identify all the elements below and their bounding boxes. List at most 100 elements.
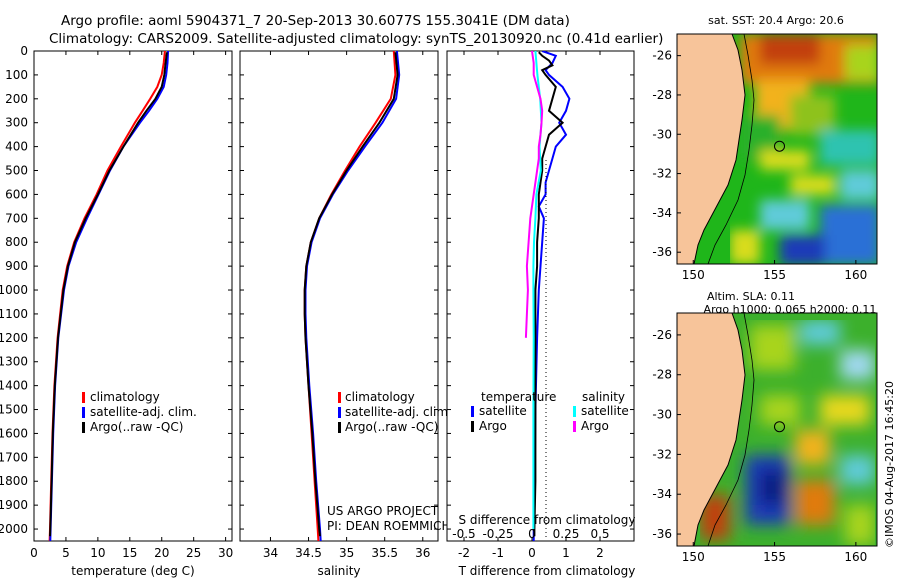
salinity-x-label: salinity <box>317 564 360 578</box>
figure-title-line1: Argo profile: aoml 5904371_7 20-Sep-2013… <box>61 13 570 29</box>
x-tick-label: -1 <box>492 546 504 560</box>
legend-label-t-argo: Argo <box>479 419 507 433</box>
x-tick-label: 35.5 <box>371 546 398 560</box>
y-tick-label: 0 <box>20 44 28 58</box>
legend-swatch-argo <box>338 422 341 433</box>
argo-float-marker <box>774 421 785 433</box>
x-tick-label: 20 <box>154 546 169 560</box>
series-line-t-satellite <box>532 51 571 541</box>
sla-map-ticks: 150 155 160 -26 -28 -30 -32 -34 -36 <box>652 328 867 564</box>
legend-swatch-t-satellite <box>471 406 474 417</box>
s-difference-tick-label: 0.25 <box>553 527 580 541</box>
map-y-tick-label: -28 <box>652 88 672 102</box>
y-tick-label: 1200 <box>0 331 28 345</box>
land-mass <box>677 34 745 264</box>
x-tick-label: 2 <box>596 546 604 560</box>
sst-map-panel: sat. SST: 20.4 Argo: 20.6 <box>652 14 878 282</box>
legend-label-argo: Argo(..raw -QC) <box>90 420 183 434</box>
map-x-tick-label: 160 <box>844 268 867 282</box>
y-tick-label: 1700 <box>0 450 28 464</box>
x-tick-label: 25 <box>186 546 201 560</box>
legend-swatch-s-satellite <box>573 406 576 417</box>
y-tick-label: 500 <box>5 164 28 178</box>
x-tick-label: 15 <box>122 546 137 560</box>
sst-map-image <box>677 34 877 264</box>
x-tick-label: 30 <box>218 546 233 560</box>
legend-swatch-satellite <box>82 407 85 418</box>
sla-map-frame <box>676 312 878 547</box>
map-x-tick-label: 150 <box>682 550 705 564</box>
sst-map-ticks: 150 155 160 -26 -28 -30 -32 -34 -36 <box>652 49 867 282</box>
map-x-tick-label: 155 <box>763 550 786 564</box>
legend-label-climatology: climatology <box>345 390 415 404</box>
s-difference-tick-labels: -0.5 -0.25 0 0.25 0.5 <box>452 527 609 541</box>
y-tick-label: 1400 <box>0 379 28 393</box>
figure-title-line2: Climatology: CARS2009. Satellite-adjuste… <box>49 31 663 47</box>
temperature-y-ticks: 0 100 200 300 400 500 600 700 800 900 1000 1100 1200… <box>0 44 232 536</box>
map-y-tick-label: -28 <box>652 368 672 382</box>
sst-map-frame <box>676 33 878 265</box>
imos-watermark: ©IMOS 04-Aug-2017 16:45:20 <box>883 381 896 548</box>
y-tick-label: 1100 <box>0 307 28 321</box>
argo-float-marker <box>774 140 785 152</box>
y-tick-label: 400 <box>5 140 28 154</box>
y-tick-label: 300 <box>5 116 28 130</box>
difference-legend: temperature salinity satellite Argo sate… <box>471 390 629 433</box>
x-tick-label: 36 <box>415 546 430 560</box>
salinity-legend: climatology satellite-adj. clim. Argo(..… <box>338 390 452 434</box>
project-annotation-line1: US ARGO PROJECT <box>327 504 439 518</box>
s-difference-tick-label: -0.25 <box>482 527 513 541</box>
legend-label-s-argo: Argo <box>581 419 609 433</box>
x-tick-label: 5 <box>62 546 70 560</box>
salinity-y-ticks <box>240 50 438 530</box>
land-mass <box>677 313 745 546</box>
legend-label-climatology: climatology <box>90 390 160 404</box>
coastline <box>693 313 746 546</box>
shelf-contour <box>707 34 755 264</box>
x-tick-label: 0 <box>30 546 38 560</box>
y-tick-label: 1000 <box>0 283 28 297</box>
series-line-t-argo <box>533 51 565 537</box>
legend-title-temperature: temperature <box>481 390 556 404</box>
temperature-series <box>48 51 170 541</box>
temperature-panel: 0100200300400500600700800900100011001200… <box>0 44 233 578</box>
y-tick-label: 900 <box>5 259 28 273</box>
y-tick-label: 800 <box>5 235 28 249</box>
y-tick-label: 1800 <box>0 474 28 488</box>
salinity-series <box>303 51 401 541</box>
salinity-panel: 34 34.5 35 35.5 36 climatology satellite-adj… <box>239 50 452 578</box>
y-tick-label: 1300 <box>0 355 28 369</box>
shelf-contour <box>707 313 755 546</box>
series-line-argo-raw-qc <box>303 52 399 537</box>
y-tick-label: 200 <box>5 92 28 106</box>
y-tick-label: 700 <box>5 211 28 225</box>
legend-swatch-climatology <box>338 392 341 403</box>
legend-label-argo: Argo(..raw -QC) <box>345 420 438 434</box>
y-tick-label: 100 <box>5 68 28 82</box>
x-tick-label: 0 <box>528 546 536 560</box>
s-difference-tick-label: 0 <box>528 527 536 541</box>
sla-map-panel: Altim. SLA: 0.11 Argo h1000: 0.065 h2000… <box>652 290 878 564</box>
y-tick-label: 1900 <box>0 498 28 512</box>
map-y-tick-label: -32 <box>652 167 672 181</box>
legend-label-t-satellite: satellite <box>479 404 527 418</box>
map-y-tick-label: -34 <box>652 206 672 220</box>
series-line-s-argo <box>524 51 544 338</box>
legend-title-salinity: salinity <box>582 390 625 404</box>
map-y-tick-label: -36 <box>652 245 672 259</box>
x-tick-label: 34 <box>263 546 278 560</box>
y-tick-label: 2000 <box>0 522 28 536</box>
x-tick-label: 10 <box>90 546 105 560</box>
map-y-tick-label: -32 <box>652 447 672 461</box>
map-x-tick-label: 160 <box>844 550 867 564</box>
temperature-legend: climatology satellite-adj. clim. Argo(..… <box>82 390 197 434</box>
legend-label-satellite: satellite-adj. clim. <box>345 405 452 419</box>
series-line-argo-raw-qc <box>49 52 168 537</box>
s-difference-tick-label: -0.5 <box>452 527 475 541</box>
sla-map-title-line1: Altim. SLA: 0.11 <box>707 290 795 303</box>
sla-map-image <box>677 313 877 546</box>
project-annotation-line2: PI: DEAN ROEMMICH <box>327 519 450 533</box>
x-tick-label: 34.5 <box>295 546 322 560</box>
map-y-tick-label: -26 <box>652 328 672 342</box>
